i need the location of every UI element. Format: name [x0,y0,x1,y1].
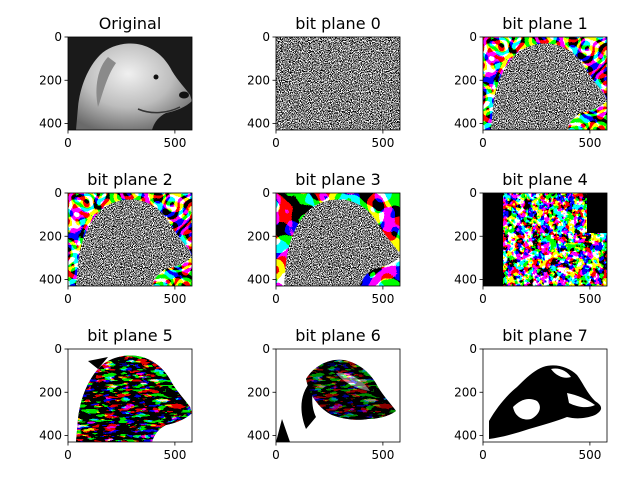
x-tick-label: 0 [272,136,280,150]
panel-frame [482,192,608,287]
x-tick-label: 500 [371,448,394,462]
panel-image [276,37,400,130]
x-tick-label: 500 [163,136,186,150]
y-tick-label: 200 [454,73,477,87]
x-tick-label: 500 [578,136,601,150]
y-tick-label: 0 [262,30,270,44]
x-tick-label: 0 [479,136,487,150]
panel-frame [67,348,193,443]
panel-frame [275,192,401,287]
y-tick-label: 0 [54,342,62,356]
panel-frame [275,36,401,131]
panel-image [483,193,607,286]
x-tick-label: 500 [163,448,186,462]
x-tick-label: 500 [371,292,394,306]
x-tick-label: 0 [272,292,280,306]
panel-title: bit plane 5 [87,326,173,345]
y-tick-label: 200 [39,229,62,243]
panel-title: bit plane 2 [87,170,173,189]
panel-frame [482,36,608,131]
x-tick-label: 0 [479,448,487,462]
y-tick-label: 0 [54,30,62,44]
x-tick-label: 0 [64,292,72,306]
y-tick-label: 200 [247,73,270,87]
y-tick-label: 200 [454,385,477,399]
x-tick-label: 0 [272,448,280,462]
panel-title: bit plane 4 [502,170,588,189]
y-tick-label: 0 [469,342,477,356]
panel-image [68,193,192,286]
panel-title: bit plane 0 [295,14,381,33]
panel-title: Original [99,14,162,33]
panel-image [483,349,607,442]
x-tick-label: 500 [163,292,186,306]
y-tick-label: 200 [39,73,62,87]
y-tick-label: 0 [54,186,62,200]
x-tick-label: 500 [371,136,394,150]
y-tick-label: 200 [39,385,62,399]
y-tick-label: 400 [247,117,270,131]
panel-frame [482,348,608,443]
y-tick-label: 200 [247,385,270,399]
panel-title: bit plane 6 [295,326,381,345]
panel-image [68,349,192,442]
panel-image [276,193,400,286]
y-tick-label: 200 [454,229,477,243]
y-tick-label: 400 [247,429,270,443]
y-tick-label: 400 [247,273,270,287]
panel-frame [275,348,401,443]
y-tick-label: 400 [454,273,477,287]
x-tick-label: 500 [578,448,601,462]
y-tick-label: 0 [262,342,270,356]
y-tick-label: 400 [39,429,62,443]
panel-frame [67,36,193,131]
y-tick-label: 0 [262,186,270,200]
panel-frame [67,192,193,287]
panel-title: bit plane 3 [295,170,381,189]
y-tick-label: 400 [454,117,477,131]
panel-image [276,349,400,442]
y-tick-label: 0 [469,186,477,200]
y-tick-label: 0 [469,30,477,44]
panel-title: bit plane 7 [502,326,588,345]
y-tick-label: 400 [39,273,62,287]
y-tick-label: 400 [39,117,62,131]
x-tick-label: 0 [64,136,72,150]
y-tick-label: 400 [454,429,477,443]
x-tick-label: 0 [64,448,72,462]
y-tick-label: 200 [247,229,270,243]
panel-image [68,37,192,130]
x-tick-label: 0 [479,292,487,306]
panel-title: bit plane 1 [502,14,588,33]
panel-image [483,37,607,130]
x-tick-label: 500 [578,292,601,306]
